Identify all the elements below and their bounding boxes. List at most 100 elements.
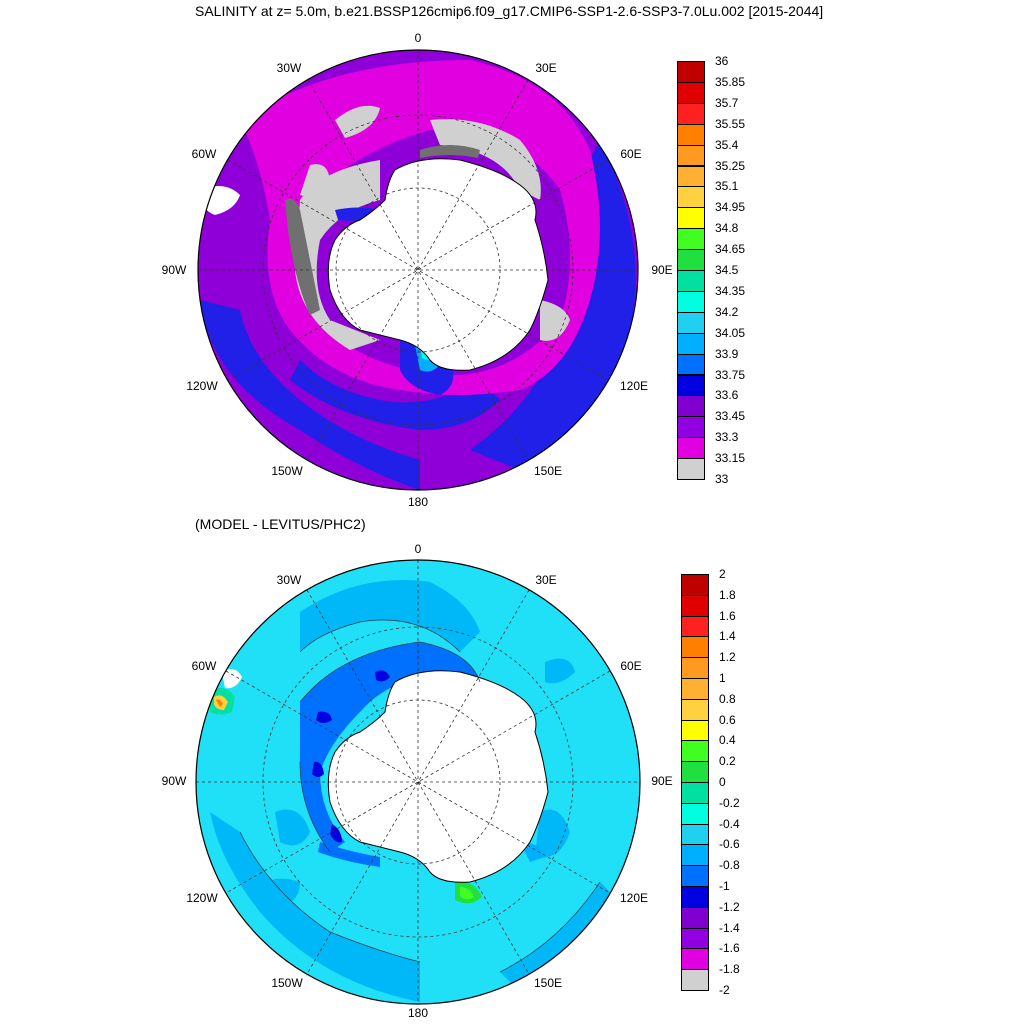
colorbar-label: 34.65 [715, 242, 746, 257]
colorbar-label: 34.05 [715, 325, 746, 340]
colorbar-label: 33 [715, 472, 729, 486]
lon-label-90w: 90W [161, 263, 187, 277]
salinity-panel: 0 30E 60E 90E 120E 150E 180 150W 120W 90… [161, 31, 797, 509]
colorbar-swatch [677, 353, 705, 376]
colorbar-label: -1 [719, 879, 730, 893]
colorbar-swatch [677, 249, 705, 271]
colorbar-label: 34.95 [715, 200, 746, 215]
colorbar-label: 1.2 [719, 650, 736, 665]
colorbar-label: 35.55 [715, 116, 746, 131]
colorbar-label: 0.2 [719, 754, 736, 769]
colorbar-label: 0.6 [719, 712, 736, 727]
colorbar-swatch [677, 186, 705, 209]
colorbar-swatch [681, 657, 709, 679]
colorbar-swatch [681, 865, 709, 887]
colorbar-label: 2 [719, 567, 726, 581]
colorbar-label: 33.45 [715, 409, 746, 424]
lon-label-150w: 150W [271, 976, 303, 990]
colorbar-swatch [681, 948, 709, 971]
colorbar-swatch [681, 886, 709, 908]
colorbar-label: 35.4 [715, 137, 739, 152]
colorbar-label: -0.4 [719, 816, 740, 831]
lon-label-150e: 150E [533, 976, 563, 990]
colorbar-swatch [681, 844, 709, 867]
colorbar-swatch [677, 374, 705, 397]
lon-label-180: 180 [407, 495, 429, 509]
colorbar-swatch [677, 311, 705, 334]
lon-label-0: 0 [414, 542, 422, 556]
colorbar-label: 1.8 [719, 587, 736, 602]
colorbar-label: 34.5 [715, 263, 739, 277]
lon-label-30w: 30W [276, 61, 302, 75]
colorbar-label: 1 [719, 671, 726, 685]
colorbar-swatch [677, 332, 705, 355]
colorbar-swatch [681, 719, 709, 742]
lon-label-60w: 60W [191, 659, 217, 673]
colorbar-swatch [681, 574, 709, 596]
lon-label-60e: 60E [620, 147, 642, 161]
colorbar-label: 33.3 [715, 430, 739, 445]
colorbar-label: 0.8 [719, 691, 736, 706]
difference-panel: 0 30E 60E 90E 120E 150E 180 150W 120W 90… [0, 512, 1024, 1024]
colorbar-label: -1.6 [719, 941, 740, 956]
colorbar-swatch [677, 290, 705, 313]
colorbar-swatch [677, 102, 705, 125]
colorbar-label: -1.8 [719, 962, 740, 977]
colorbar-swatch [677, 81, 705, 104]
colorbar-swatch [681, 698, 709, 721]
colorbar-swatch [681, 636, 709, 659]
colorbar-swatch [677, 207, 705, 230]
colorbar-label: 0.4 [719, 733, 736, 748]
colorbar-swatch [677, 123, 705, 146]
colorbar-label: 1.4 [719, 629, 736, 644]
colorbar-swatch [681, 802, 709, 825]
colorbar-swatch [681, 594, 709, 617]
colorbar-swatch [677, 395, 705, 418]
colorbar-swatch [681, 782, 709, 804]
colorbar-swatch [681, 678, 709, 700]
colorbar-swatch [677, 416, 705, 439]
colorbar-label: 33.15 [715, 451, 746, 466]
colorbar-label: 33.9 [715, 346, 739, 361]
colorbar-swatch [677, 458, 705, 480]
lon-label-150w: 150W [271, 464, 303, 478]
colorbar-swatch [681, 906, 709, 929]
colorbar-label: -0.8 [719, 858, 740, 873]
salinity-polar-map [197, 49, 639, 491]
colorbar-label: -2 [719, 983, 730, 997]
lon-label-120e: 120E [619, 891, 649, 905]
lon-label-90e: 90E [651, 774, 673, 788]
colorbar-label: 35.85 [715, 74, 746, 89]
difference-colorbar: 2 1.8 1.6 1.4 1.2 1 0.8 0.6 0.4 0.2 0 -0.2 -0.4 -0.6 -… [681, 567, 801, 997]
colorbar-label: 36 [715, 54, 729, 68]
colorbar-label: -1.2 [719, 899, 740, 914]
colorbar-swatch [681, 761, 709, 783]
difference-subtitle: (MODEL - LEVITUS/PHC2) [195, 516, 366, 532]
colorbar-label: -0.6 [719, 837, 740, 852]
lon-label-150e: 150E [533, 464, 563, 478]
colorbar-swatch [681, 823, 709, 846]
colorbar-label: 0 [719, 775, 726, 789]
colorbar-swatch [677, 61, 705, 83]
colorbar-swatch [677, 228, 705, 251]
lon-label-180: 180 [407, 1006, 429, 1020]
colorbar-label: -1.4 [719, 920, 740, 935]
colorbar-swatch [681, 615, 709, 638]
salinity-colorbar: 36 35.85 35.7 35.55 35.4 35.25 35.1 34.95 34.8 34… [677, 54, 797, 486]
lon-label-120w: 120W [186, 891, 218, 905]
colorbar-label: -0.2 [719, 795, 740, 810]
lon-label-120e: 120E [619, 379, 649, 393]
colorbar-swatch [681, 927, 709, 950]
colorbar-label: 34.35 [715, 283, 746, 298]
colorbar-label: 34.2 [715, 304, 739, 319]
lon-label-30e: 30E [535, 573, 557, 587]
colorbar-swatch [677, 270, 705, 292]
colorbar-swatch [677, 437, 705, 460]
lon-label-30w: 30W [276, 573, 302, 587]
lon-label-30e: 30E [535, 61, 557, 75]
lon-label-90w: 90W [161, 774, 187, 788]
figure-title: SALINITY at z= 5.0m, b.e21.BSSP126cmip6.… [195, 3, 824, 19]
lon-label-120w: 120W [186, 379, 218, 393]
difference-polar-map [195, 559, 641, 1005]
colorbar-label: 35.7 [715, 95, 739, 110]
